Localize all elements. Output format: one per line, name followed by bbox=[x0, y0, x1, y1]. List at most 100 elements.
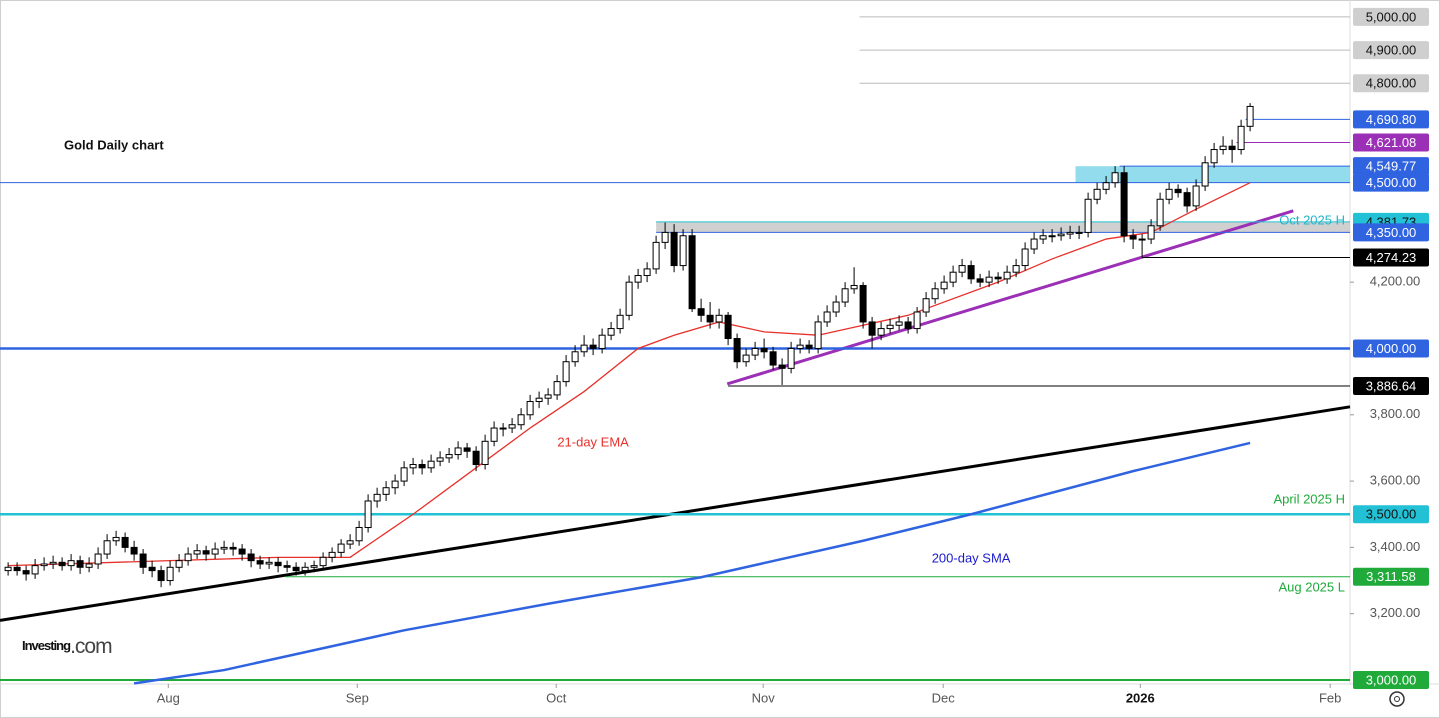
candle-body bbox=[1030, 238, 1038, 250]
price-badge bbox=[1353, 223, 1429, 242]
candle-body bbox=[661, 231, 669, 243]
candle-body bbox=[805, 344, 813, 349]
candle-body bbox=[859, 284, 867, 323]
candle-body bbox=[49, 561, 57, 565]
candle-body bbox=[553, 381, 561, 396]
candle-body bbox=[94, 553, 102, 565]
candle-body bbox=[535, 397, 543, 403]
price-badge-label: 4,500.00 bbox=[1366, 175, 1417, 190]
candle-body bbox=[985, 276, 993, 283]
trendline bbox=[726, 209, 1294, 386]
candle-body bbox=[508, 424, 516, 429]
candle-body bbox=[1156, 198, 1164, 227]
candle-body bbox=[904, 321, 912, 330]
price-badge-label: 3,500.00 bbox=[1366, 507, 1417, 522]
price-badge-label: 4,621.08 bbox=[1366, 135, 1417, 150]
annotation: Aug 2025 L bbox=[1278, 579, 1345, 594]
candle-body bbox=[346, 540, 354, 545]
candle-body bbox=[787, 347, 795, 369]
price-badge bbox=[1353, 41, 1429, 60]
candle-body bbox=[1129, 235, 1137, 240]
price-badge-label: 4,274.23 bbox=[1366, 250, 1417, 265]
x-tick-label: Oct bbox=[546, 690, 567, 705]
settings-button[interactable] bbox=[1389, 691, 1405, 707]
candle-body bbox=[562, 361, 570, 383]
candle-body bbox=[166, 566, 174, 582]
candle-body bbox=[1138, 238, 1146, 241]
candle-body bbox=[211, 548, 219, 555]
candle-body bbox=[1201, 162, 1209, 187]
candle-body bbox=[1039, 235, 1047, 240]
price-badge bbox=[1353, 671, 1429, 690]
candle-body bbox=[517, 414, 525, 426]
candle-body bbox=[58, 561, 66, 567]
x-tick-label: Nov bbox=[752, 690, 776, 705]
candle-body bbox=[733, 338, 741, 363]
candle-body bbox=[229, 546, 237, 550]
candle-body bbox=[355, 527, 363, 542]
candle-body bbox=[328, 551, 336, 558]
candle-body bbox=[121, 536, 129, 548]
candle-body bbox=[895, 321, 903, 326]
candle-body bbox=[1084, 198, 1092, 233]
candle-body bbox=[1165, 188, 1173, 200]
candle-body bbox=[1237, 125, 1245, 151]
candle-body bbox=[967, 265, 975, 280]
candle-body bbox=[688, 235, 696, 310]
candle-body bbox=[670, 231, 678, 267]
candle-body bbox=[301, 566, 309, 572]
price-badge-label: 5,000.00 bbox=[1366, 9, 1417, 24]
candle-body bbox=[1057, 233, 1065, 237]
candle-body bbox=[706, 314, 714, 323]
price-badge bbox=[1353, 248, 1429, 267]
candle-body bbox=[85, 563, 93, 568]
candle-body bbox=[427, 460, 435, 469]
candle-body bbox=[931, 288, 939, 300]
y-tick-label: 3,800.00 bbox=[1370, 406, 1421, 421]
candle-body bbox=[679, 235, 687, 267]
price-badge bbox=[1353, 74, 1429, 93]
candle-body bbox=[76, 560, 84, 568]
candle-body bbox=[1120, 172, 1128, 237]
candle-body bbox=[724, 314, 732, 340]
price-badge bbox=[1353, 157, 1429, 176]
price-badge bbox=[1353, 505, 1429, 524]
price-badge bbox=[1353, 377, 1429, 396]
candle-body bbox=[697, 308, 705, 316]
candle-body bbox=[778, 364, 786, 369]
candle-body bbox=[832, 301, 840, 313]
candle-body bbox=[580, 344, 588, 353]
candle-body bbox=[364, 500, 372, 529]
logo-name: Investing bbox=[22, 638, 71, 653]
candle-body bbox=[760, 347, 768, 353]
price-badge-label: 3,886.64 bbox=[1366, 378, 1417, 393]
candle-body bbox=[103, 540, 111, 555]
annotation: April 2025 H bbox=[1273, 491, 1345, 506]
x-tick-label: Sep bbox=[346, 690, 369, 705]
candle-body bbox=[391, 480, 399, 489]
candle-body bbox=[652, 241, 660, 270]
candle-body bbox=[1192, 185, 1200, 207]
candle-body bbox=[238, 548, 246, 555]
price-badge bbox=[1353, 133, 1429, 152]
candle-body bbox=[742, 354, 750, 363]
price-badge-label: 4,900.00 bbox=[1366, 43, 1417, 58]
candle-body bbox=[751, 347, 759, 356]
candle-body bbox=[823, 311, 831, 323]
candle-body bbox=[850, 284, 858, 290]
candle-body bbox=[1246, 105, 1254, 127]
price-badge-label: 4,690.80 bbox=[1366, 112, 1417, 127]
plot bbox=[0, 16, 1351, 685]
annotation: Oct 2025 H bbox=[1279, 212, 1345, 227]
candle-body bbox=[472, 450, 480, 466]
candle-body bbox=[1021, 248, 1029, 267]
candle-body bbox=[184, 553, 192, 562]
candle-body bbox=[913, 311, 921, 330]
candle-body bbox=[247, 553, 255, 562]
candle-body bbox=[1102, 182, 1110, 190]
candle-body bbox=[1111, 172, 1119, 184]
candle-body bbox=[1066, 231, 1074, 235]
candle-body bbox=[598, 334, 606, 349]
x-tick-label: 2026 bbox=[1126, 690, 1155, 705]
